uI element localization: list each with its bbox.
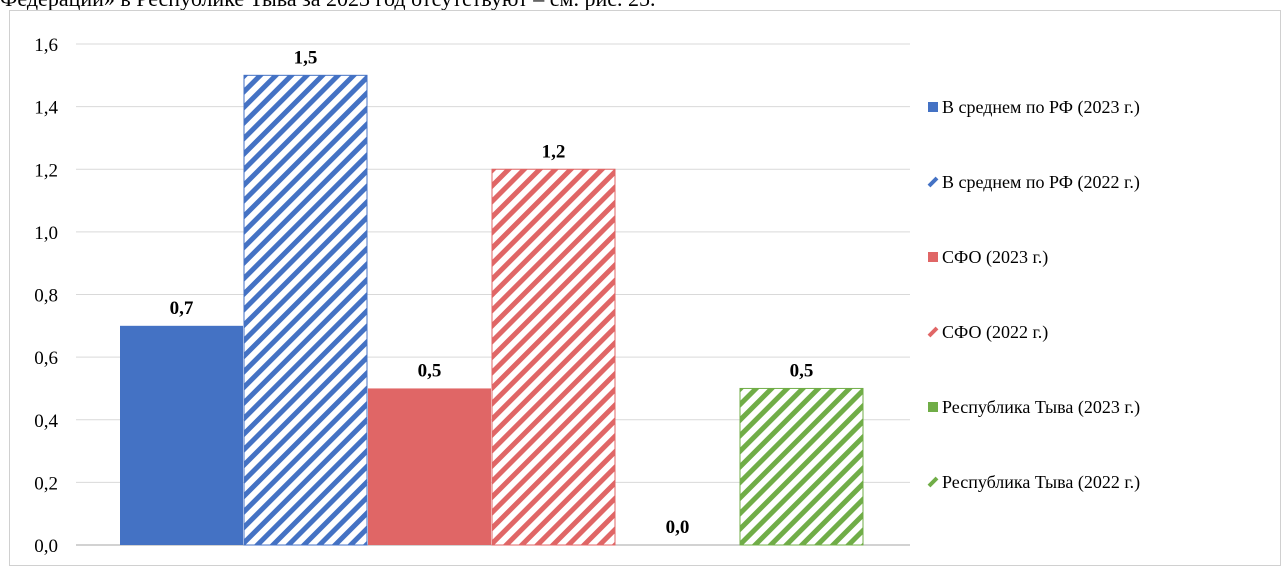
y-tick-label: 0,2 bbox=[34, 473, 58, 494]
data-labels: 0,7 1,5 0,5 1,2 0,0 0,5 bbox=[170, 47, 814, 538]
y-tick-label: 0,6 bbox=[34, 348, 58, 369]
bar bbox=[739, 387, 864, 546]
legend-marker bbox=[928, 252, 938, 262]
legend-label: Республика Тыва (2022 г.) bbox=[942, 472, 1140, 493]
legend-label: СФО (2022 г.) bbox=[942, 322, 1048, 343]
bar bbox=[368, 388, 491, 545]
legend-marker bbox=[927, 476, 939, 488]
data-label: 0,7 bbox=[170, 298, 194, 319]
bar-chart: 0,0 0,2 0,4 0,6 0,8 1,0 1,2 1,4 1,6 0,7 1,5 0,5 1,2… bbox=[34, 35, 1140, 557]
data-label: 1,2 bbox=[542, 141, 566, 162]
legend-label: В среднем по РФ (2022 г.) bbox=[942, 172, 1140, 193]
legend-marker bbox=[928, 102, 938, 112]
legend-label: В среднем по РФ (2023 г.) bbox=[942, 97, 1140, 118]
data-label: 1,5 bbox=[294, 47, 318, 68]
data-label: 0,5 bbox=[418, 360, 442, 381]
legend: В среднем по РФ (2023 г.) В среднем по РФ… bbox=[927, 97, 1140, 493]
bars bbox=[120, 74, 864, 546]
y-tick-label: 1,6 bbox=[34, 35, 58, 56]
y-tick-label: 0,0 bbox=[34, 536, 58, 557]
legend-marker bbox=[927, 326, 939, 338]
chart-frame: 0,0 0,2 0,4 0,6 0,8 1,0 1,2 1,4 1,6 0,7 1,5 0,5 1,2… bbox=[9, 10, 1281, 566]
y-tick-label: 1,0 bbox=[34, 223, 58, 244]
legend-marker bbox=[928, 402, 938, 412]
bar bbox=[120, 325, 243, 545]
bar bbox=[491, 168, 616, 546]
y-tick-label: 0,4 bbox=[34, 411, 58, 432]
data-label: 0,5 bbox=[790, 360, 814, 381]
y-axis-ticks: 0,0 0,2 0,4 0,6 0,8 1,0 1,2 1,4 1,6 bbox=[34, 35, 58, 557]
caption-text: Федерации» в Республике Тыва за 2023 год… bbox=[0, 0, 1283, 10]
y-tick-label: 1,2 bbox=[34, 160, 58, 181]
bar bbox=[243, 74, 368, 546]
legend-marker bbox=[927, 176, 939, 188]
legend-label: Республика Тыва (2023 г.) bbox=[942, 397, 1140, 418]
data-label: 0,0 bbox=[666, 517, 690, 538]
y-tick-label: 1,4 bbox=[34, 98, 58, 119]
legend-label: СФО (2023 г.) bbox=[942, 247, 1048, 268]
y-tick-label: 0,8 bbox=[34, 286, 58, 307]
